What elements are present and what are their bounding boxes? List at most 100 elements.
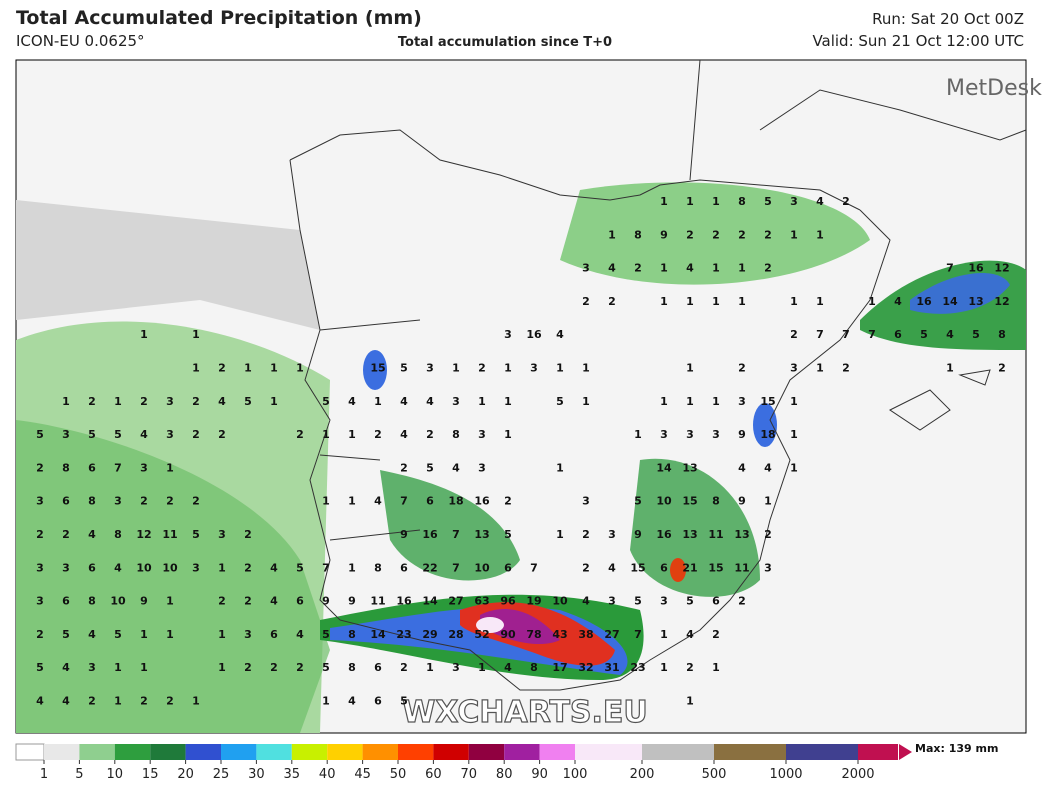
precip-label: 1: [452, 362, 460, 375]
precip-label: 21: [682, 561, 697, 574]
precip-label: 7: [452, 561, 460, 574]
precip-label: 1: [790, 228, 798, 241]
precip-label: 2: [36, 461, 44, 474]
precip-label: 2: [712, 628, 720, 641]
precip-label: 16: [916, 295, 932, 308]
valid: Valid: Sun 21 Oct 12:00 UTC: [812, 32, 1024, 50]
precip-label: 3: [712, 428, 720, 441]
precip-label: 5: [634, 495, 642, 508]
precip-label: 2: [270, 661, 278, 674]
precip-label: 3: [192, 561, 200, 574]
precip-label: 4: [894, 295, 902, 308]
precip-label: 1: [166, 461, 174, 474]
precip-label: 9: [738, 495, 746, 508]
precip-label: 28: [448, 628, 463, 641]
precip-label: 2: [244, 595, 252, 608]
precip-label: 3: [62, 428, 70, 441]
precip-label: 1: [556, 362, 564, 375]
colorbar-label: 100: [563, 767, 588, 782]
precip-label: 14: [370, 628, 386, 641]
coastline: [289, 59, 1027, 691]
precip-label: 7: [842, 328, 850, 341]
rain-area: [560, 182, 870, 285]
precip-label: 1: [296, 362, 304, 375]
precip-label: 6: [504, 561, 512, 574]
precip-label: 3: [244, 628, 252, 641]
precip-label: 6: [296, 595, 304, 608]
precip-label: 2: [608, 295, 616, 308]
precip-label: 3: [478, 428, 486, 441]
precip-label: 5: [322, 628, 330, 641]
precip-label: 3: [426, 362, 434, 375]
precip-label: 5: [114, 428, 122, 441]
colorbar-swatch: [291, 744, 328, 760]
rain-core: [753, 403, 777, 447]
precip-label: 1: [140, 628, 148, 641]
precip-label: 2: [140, 395, 148, 408]
precip-label: 2: [582, 561, 590, 574]
precip-label: 3: [738, 395, 746, 408]
precip-label: 2: [244, 561, 252, 574]
precip-label: 1: [166, 628, 174, 641]
precip-label: 4: [62, 695, 70, 708]
precip-label: 5: [400, 695, 408, 708]
precip-label: 1: [660, 628, 668, 641]
precip-label: 3: [36, 495, 44, 508]
precip-label: 17: [552, 661, 567, 674]
precip-label: 8: [634, 228, 642, 241]
precip-label: 5: [244, 395, 252, 408]
precip-label: 1: [478, 395, 486, 408]
precip-label: 2: [192, 495, 200, 508]
precip-label: 8: [88, 595, 96, 608]
precip-label: 9: [738, 428, 746, 441]
precip-label: 4: [270, 595, 278, 608]
precip-label: 5: [322, 661, 330, 674]
colorbar-start: [15, 743, 45, 761]
precip-label: 1: [478, 661, 486, 674]
precip-label: 3: [582, 495, 590, 508]
precip-label: 6: [88, 561, 96, 574]
precip-label: 1: [348, 495, 356, 508]
precip-label: 6: [400, 561, 408, 574]
precip-label: 3: [504, 328, 512, 341]
precip-label: 4: [764, 461, 772, 474]
precip-label: 2: [400, 461, 408, 474]
colorbar-swatch: [858, 744, 898, 760]
precip-label: 4: [348, 395, 356, 408]
precip-label: 4: [114, 561, 122, 574]
precip-label: 7: [868, 328, 876, 341]
precip-label: 7: [400, 495, 408, 508]
precip-label: 8: [374, 561, 382, 574]
precip-label: 4: [686, 262, 694, 275]
colorbar-swatch: [575, 744, 642, 760]
precip-label: 5: [62, 628, 70, 641]
precip-label: 1: [348, 428, 356, 441]
precip-label: 2: [426, 428, 434, 441]
precip-label: 3: [582, 262, 590, 275]
precip-label: 4: [452, 461, 460, 474]
precip-label: 9: [634, 528, 642, 541]
precip-label: 16: [422, 528, 438, 541]
precip-label: 1: [270, 362, 278, 375]
precip-label: 7: [114, 461, 122, 474]
map: MetDesk WXCHARTS.EU: [15, 59, 1042, 734]
precip-label: 22: [422, 561, 437, 574]
colorbar-swatch: [327, 744, 363, 760]
precip-label: 78: [526, 628, 541, 641]
precip-label: 1: [504, 395, 512, 408]
precip-label: 4: [816, 195, 824, 208]
colorbar-label: 90: [531, 767, 548, 782]
precip-label: 1: [790, 461, 798, 474]
precip-label: 18: [448, 495, 463, 508]
colorbar-label: 45: [354, 767, 371, 782]
colorbar-label: 80: [496, 767, 513, 782]
precip-label: 5: [36, 661, 44, 674]
precip-label: 2: [764, 228, 772, 241]
colorbar-label: 1000: [769, 767, 802, 782]
precip-label: 2: [296, 428, 304, 441]
precip-label: 9: [660, 228, 668, 241]
colorbar-label: 70: [461, 767, 478, 782]
precip-label: 2: [764, 528, 772, 541]
precip-label: 5: [972, 328, 980, 341]
precip-label: 4: [608, 262, 616, 275]
